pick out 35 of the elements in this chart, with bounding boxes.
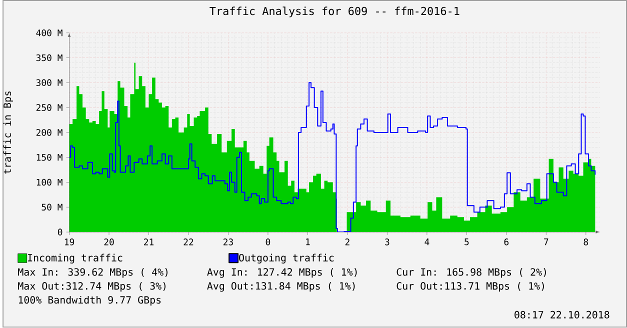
y-tick-label: 250 M — [36, 104, 62, 112]
x-tick-label: 21 — [144, 238, 154, 246]
x-tick-label: 20 — [104, 238, 114, 246]
legend-label: Incoming traffic — [28, 254, 122, 264]
x-tick-label: 22 — [184, 238, 194, 246]
x-tick-label: 8 — [584, 238, 588, 246]
text: 08:17 22.10.2018 — [514, 311, 610, 319]
y-tick-label: 200 M — [36, 129, 62, 136]
y-tick-label: 350 M — [36, 54, 62, 62]
y-tick-label: 150 M — [36, 154, 62, 161]
text: Max In: 339.62 MBps ( 4%) — [18, 268, 168, 278]
text: Cur In: 165.98 MBps ( 2%) — [396, 268, 546, 278]
text: Avg In: 127.42 MBps ( 1%) — [207, 268, 357, 278]
x-tick-label: 3 — [385, 238, 390, 246]
y-tick-label: 300 M — [36, 79, 62, 86]
y-tick-label: 50 M — [42, 204, 62, 211]
y-tick-label: 0 — [58, 228, 62, 236]
x-tick-label: 19 — [64, 238, 74, 246]
y-tick-label: 400 M — [36, 30, 62, 36]
x-tick-label: 0 — [266, 238, 270, 246]
x-tick-label: 6 — [504, 238, 509, 246]
y-tick-label: 100 M — [36, 179, 62, 186]
legend-label: Outgoing traffic — [239, 254, 334, 264]
text: Cur Out:113.71 MBps ( 1%) — [396, 282, 544, 292]
text: Max Out:312.74 MBps ( 3%) — [18, 282, 166, 292]
x-tick-label: 7 — [544, 238, 548, 246]
text: Avg Out:131.84 MBps ( 1%) — [207, 282, 355, 292]
text: 100% Bandwidth 9.77 GBps — [18, 296, 161, 306]
chart-title: Traffic Analysis for 609 -- ffm-2016-1 — [210, 6, 460, 18]
x-tick-label: 5 — [464, 238, 469, 246]
x-tick-label: 4 — [424, 238, 430, 246]
x-tick-label: 2 — [345, 238, 350, 246]
x-tick-label: 1 — [306, 238, 310, 246]
y-axis-title: traffic in Bps — [3, 92, 13, 174]
x-tick-label: 23 — [224, 238, 233, 246]
